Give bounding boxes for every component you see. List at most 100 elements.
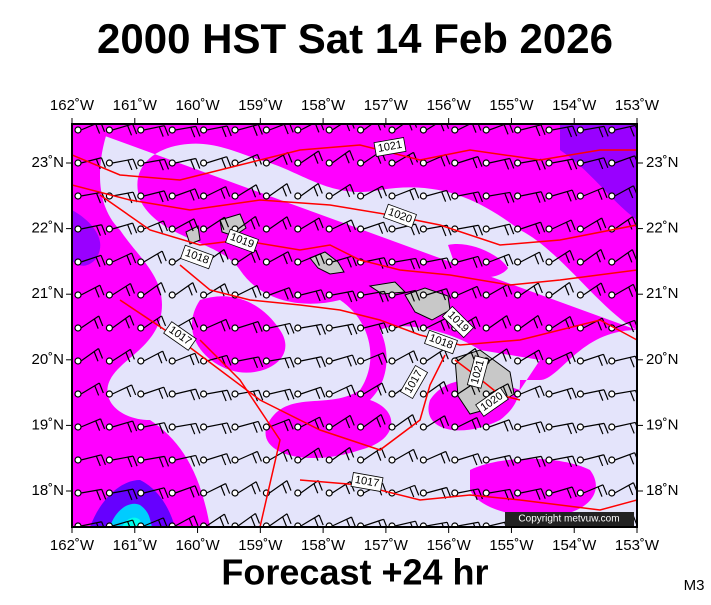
barb-shaft [520,421,542,428]
barb-shaft [394,124,405,131]
barb-shaft [206,389,228,395]
barb-feather [318,217,324,229]
barb-feather [377,188,383,199]
wind-barb [576,353,608,366]
barb-feather [95,124,101,134]
barb-feather [598,126,604,138]
barb-shaft [488,124,508,131]
barb-feather [660,453,664,463]
wind-barb [168,188,200,201]
barb-station [482,456,490,464]
barb-feather [540,124,546,136]
wind-barb [482,223,515,236]
barb-shaft [614,185,634,197]
barb-feather [540,456,546,467]
barb-shaft [237,356,259,362]
latitude-label: 23˚N [646,154,679,171]
barb-feather [223,249,229,260]
wind-barb [325,323,358,336]
barb-station [513,456,522,464]
barb-feather [163,159,170,170]
barb-shaft [551,219,572,230]
barb-feather [127,192,133,204]
wind-barb [325,354,358,367]
barb-feather [535,192,541,203]
barb-feather [219,516,225,527]
barb-feather [477,191,484,203]
barb-shaft [206,513,225,527]
barb-feather [349,150,355,161]
latitude-label: 18˚N [646,482,679,499]
barb-station [262,159,270,167]
wind-barb [513,124,546,137]
barb-shaft [206,156,227,164]
barb-station [357,225,365,233]
barb-shaft [394,484,415,494]
barb-station [388,390,396,398]
barb-shaft [237,450,258,461]
barb-station [576,258,585,266]
barb-shaft [175,157,196,164]
barb-shaft [332,255,353,263]
barb-shaft [614,452,635,461]
barb-feather [255,184,261,195]
wind-barb [231,184,261,200]
barb-station [545,456,553,464]
barb-feather [409,486,415,498]
wind-barb [482,454,515,467]
barb-station [388,225,396,233]
barb-feather [225,483,231,494]
isobar-label: 1018 [179,244,215,270]
barb-feather [472,522,476,527]
wind-barb [74,382,104,398]
barb-station [294,324,302,332]
barb-station [105,225,114,233]
barb-feather [158,126,164,137]
isobar-label: 1018 [423,329,459,355]
barb-feather [538,251,545,263]
barb-station [137,489,145,497]
wind-barb [200,453,232,466]
barb-shaft [237,215,256,230]
barb-feather [99,284,105,296]
longitude-label: 154˚W [552,97,597,114]
barb-shaft [80,124,97,131]
barb-feather [219,285,225,297]
barb-feather [629,157,635,168]
barb-station [325,324,333,332]
barb-feather [314,255,320,266]
barb-feather [566,191,572,202]
longitude-label: 162˚W [50,537,95,554]
barb-station [262,456,270,464]
barb-feather [412,449,419,460]
wind-barb [608,482,637,497]
isobar-label-box [423,329,459,355]
barb-shaft [363,518,384,527]
barb-station [74,159,82,167]
barb-feather [631,249,637,260]
barb-station [576,357,585,365]
wind-barb [482,253,514,267]
barb-station [545,258,553,266]
barb-station [168,291,176,299]
barb-station [168,456,176,464]
barb-shaft [332,354,353,362]
barb-station [388,456,396,464]
barb-feather [572,455,578,467]
latitude-label: 21˚N [31,285,64,302]
barb-station [608,192,616,200]
wind-barb [294,253,325,266]
longitude-label: 155˚W [489,97,534,114]
barb-feather [318,150,324,162]
barb-feather [157,222,163,233]
barb-feather [509,158,515,169]
wind-barb [231,481,261,497]
isobar-label-text: 1021 [377,139,403,155]
barb-station [168,423,176,431]
wind-barb [262,216,292,233]
wind-barb [325,124,355,134]
barb-shaft [457,488,479,494]
barb-station [576,291,585,299]
barb-feather [346,124,351,132]
longitude-label: 160˚W [175,537,220,554]
